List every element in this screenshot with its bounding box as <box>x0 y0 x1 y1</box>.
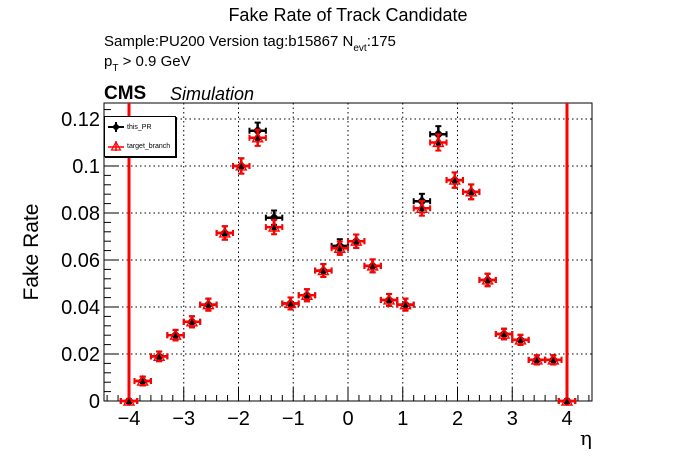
chart-title: Fake Rate of Track Candidate <box>228 5 468 25</box>
marker-fill <box>353 238 360 245</box>
x-tick-label: −1 <box>282 408 305 430</box>
marker-fill <box>435 139 442 146</box>
pt-suffix: > 0.9 GeV <box>118 53 191 70</box>
marker-fill <box>484 276 491 283</box>
marker-fill <box>287 300 294 307</box>
triangle-marker-icon <box>284 297 297 309</box>
triangle-marker-icon <box>235 159 248 171</box>
marker-fill <box>320 267 327 274</box>
marker-fill <box>126 398 132 404</box>
x-axis-label: η <box>580 426 592 450</box>
triangle-marker-icon <box>202 298 215 310</box>
marker-fill <box>369 262 376 269</box>
sample-suffix: :175 <box>366 33 396 50</box>
triangle-marker-icon <box>136 374 149 386</box>
marker-fill <box>336 245 343 252</box>
triangle-marker-icon <box>514 333 527 345</box>
marker-fill <box>550 356 557 363</box>
y-tick-label: 0.06 <box>61 250 100 272</box>
sample-sub: evt <box>353 43 367 54</box>
sample-prefix: Sample:PU200 Version tag:b15867 N <box>104 33 354 50</box>
triangle-marker-icon <box>267 220 281 232</box>
triangle-marker-icon <box>185 315 199 327</box>
triangle-marker-icon <box>251 131 264 143</box>
triangle-marker-icon <box>366 259 379 271</box>
marker-fill <box>517 336 524 343</box>
marker-fill <box>386 296 393 303</box>
marker-fill <box>468 188 475 195</box>
marker-fill <box>156 353 163 360</box>
y-tick-label: 0.04 <box>61 297 100 319</box>
pt-sub: T <box>112 63 119 74</box>
triangle-marker-icon <box>530 353 544 365</box>
triangle-marker-icon <box>333 241 346 253</box>
sample-info: Sample:PU200 Version tag:b15867 Nevt:175 <box>104 33 396 54</box>
marker-fill <box>205 301 212 308</box>
marker-fill <box>139 378 146 385</box>
triangle-marker-icon <box>300 288 314 300</box>
y-tick-label: 0.02 <box>61 344 100 366</box>
legend-item-target-branch: target_branch <box>108 141 170 151</box>
triangle-marker-icon <box>547 353 560 365</box>
marker-fill <box>501 331 508 338</box>
legend-label: this_PR <box>127 123 152 131</box>
triangle-marker-icon <box>497 327 511 339</box>
legend-item-this-pr: this_PR <box>108 122 152 132</box>
simulation-label: Simulation <box>170 84 255 104</box>
x-tick-label: 0 <box>342 408 353 430</box>
x-tick-label: −4 <box>118 408 141 430</box>
x-tick-label: −2 <box>227 408 250 430</box>
marker-fill <box>188 318 195 325</box>
y-tick-label: 0.1 <box>72 156 100 178</box>
triangle-marker-icon <box>382 293 396 305</box>
marker-fill <box>221 229 228 236</box>
marker-fill <box>238 162 245 169</box>
triangle-marker-icon <box>448 173 461 185</box>
triangle-marker-icon <box>350 234 363 246</box>
triangle-marker-icon <box>432 136 445 148</box>
cms-label: CMS <box>104 83 147 104</box>
legend-label: target_branch <box>127 142 171 150</box>
triangle-marker-icon <box>481 273 494 285</box>
triangle-marker-icon <box>560 394 574 406</box>
marker-fill <box>451 177 458 184</box>
triangle-marker-icon <box>169 328 182 340</box>
triangle-marker-icon <box>152 349 166 362</box>
legend: this_PR target_branch <box>104 116 176 157</box>
y-tick-label: 0 <box>89 391 100 413</box>
triangle-marker-icon <box>399 298 412 310</box>
pt-cut-label: pT > 0.9 GeV <box>104 53 191 74</box>
x-tick-label: 2 <box>452 408 463 430</box>
marker-fill <box>172 332 179 339</box>
marker-fill <box>271 224 278 231</box>
marker-fill <box>564 398 570 404</box>
pt-prefix: p <box>104 53 113 70</box>
marker-fill <box>533 356 540 363</box>
marker-fill <box>303 292 310 299</box>
triangle-marker-icon <box>108 141 124 151</box>
x-tick-label: 1 <box>397 408 408 430</box>
triangle-marker-icon <box>415 201 429 213</box>
triangle-marker-icon <box>218 226 232 238</box>
marker-fill <box>402 301 409 308</box>
triangle-marker-icon <box>122 394 136 406</box>
marker-fill <box>254 134 261 141</box>
triangle-marker-icon <box>317 264 330 276</box>
marker-fill <box>418 205 425 212</box>
y-tick-label: 0.08 <box>61 203 100 225</box>
x-tick-label: −3 <box>172 408 195 430</box>
x-tick-label: 4 <box>561 408 572 430</box>
x-tick-label: 3 <box>507 408 518 430</box>
triangle-marker-icon <box>464 185 478 197</box>
diamond-marker-icon <box>108 122 124 132</box>
y-tick-label: 0.12 <box>61 109 100 131</box>
